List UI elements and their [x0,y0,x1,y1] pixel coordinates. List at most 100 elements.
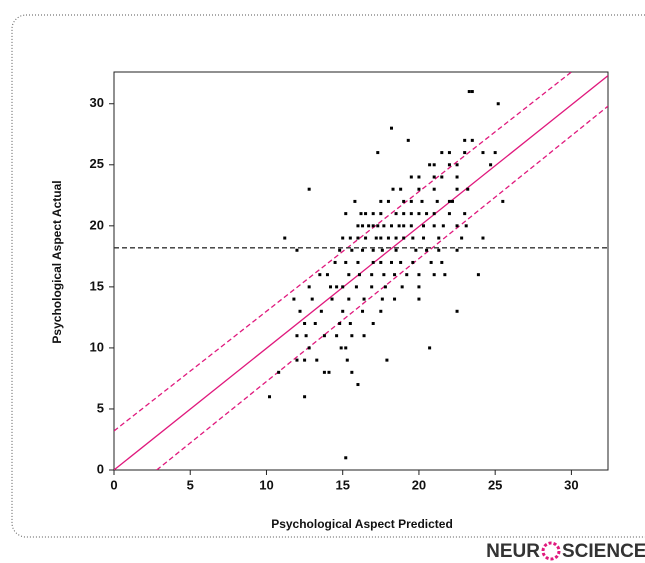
point [455,175,459,179]
point [379,236,383,240]
point [402,199,406,203]
y-tick-label: 15 [90,278,104,293]
point [376,224,380,228]
point [327,370,331,374]
x-tick-label: 20 [412,477,426,492]
point [370,273,374,277]
point [350,370,354,374]
point [348,236,352,240]
y-tick-label: 20 [90,217,104,232]
point [414,248,418,252]
point [341,285,345,289]
point [399,260,403,264]
point [389,260,393,264]
frame [11,14,645,538]
point [440,151,444,155]
point [329,285,333,289]
point [428,163,432,167]
point [361,248,365,252]
point [347,297,351,301]
point [295,358,299,362]
point [463,138,467,142]
point [470,138,474,142]
point [394,236,398,240]
point [443,273,447,277]
point [464,224,468,228]
point [489,163,493,167]
point [417,212,421,216]
point [367,224,371,228]
point [440,175,444,179]
x-tick-label: 25 [488,477,502,492]
point [455,309,459,313]
line [156,105,608,470]
point [277,370,281,374]
point [383,285,387,289]
point [348,321,352,325]
point [432,212,436,216]
point [385,358,389,362]
point [402,224,406,228]
point [354,285,358,289]
point [432,175,436,179]
point [338,321,342,325]
point [325,273,329,277]
point [313,321,317,325]
point [409,212,413,216]
point [310,297,314,301]
point [379,199,383,203]
point [447,151,451,155]
point [303,358,307,362]
point [422,236,426,240]
point [283,236,287,240]
point [357,273,361,277]
point [402,236,406,240]
point [364,236,368,240]
point [356,260,360,264]
line [114,75,608,470]
point [437,248,441,252]
point [307,285,311,289]
point [428,346,432,350]
point [379,212,383,216]
point [292,297,296,301]
point [399,187,403,191]
point [322,334,326,338]
y-tick-label: 5 [97,400,104,415]
point [361,224,365,228]
point [338,248,342,252]
point [405,273,409,277]
point [386,236,390,240]
point [455,187,459,191]
point [409,199,413,203]
point [380,248,384,252]
x-tick-label: 30 [564,477,578,492]
point [402,212,406,216]
watermark: SCIENCE [562,541,645,562]
y-axis-label: Psychological Aspect Actual [50,180,64,343]
point [470,90,474,94]
point [335,285,339,289]
point [341,309,345,313]
point [432,224,436,228]
point [432,163,436,167]
y-tick-label: 30 [90,95,104,110]
point [353,199,357,203]
x-tick-label: 15 [335,477,349,492]
point [441,224,445,228]
point [379,309,383,313]
point [374,236,378,240]
point [455,248,459,252]
point [440,260,444,264]
point [417,285,421,289]
point [356,236,360,240]
point [356,224,360,228]
y-tick-label: 0 [97,461,104,476]
point [417,297,421,301]
point [319,309,323,313]
point [429,260,433,264]
point [409,224,413,228]
point [463,151,467,155]
point [393,273,397,277]
